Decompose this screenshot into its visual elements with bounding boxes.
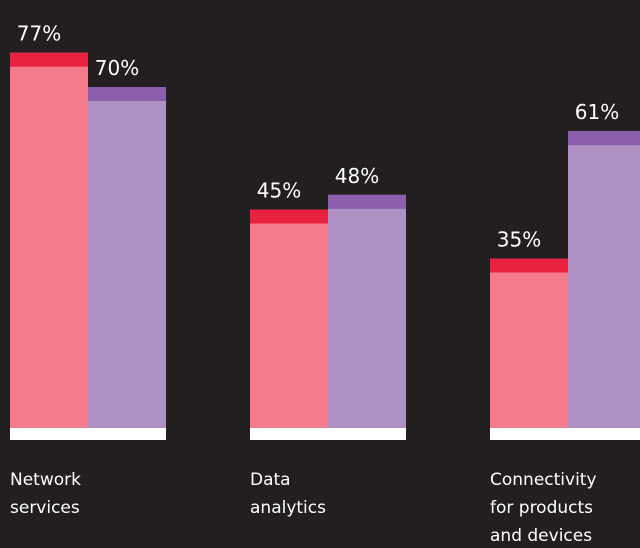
bar-cap [490, 258, 568, 273]
category-label: Network services [10, 470, 81, 518]
bar [88, 87, 166, 428]
value-label: 61% [575, 100, 619, 124]
bar [250, 209, 328, 428]
value-label: 70% [95, 56, 139, 80]
bar-cap [250, 209, 328, 224]
value-label: 35% [497, 228, 541, 252]
bar-cap [568, 131, 640, 146]
bar-cap [88, 87, 166, 101]
bar [328, 194, 406, 428]
bar [568, 131, 640, 428]
bar-cap [328, 194, 406, 209]
baseline-strip [250, 428, 406, 440]
category-label: Connectivity for products and devices [490, 470, 597, 546]
category-label: Data analytics [250, 470, 326, 518]
baseline-strip [10, 428, 166, 440]
value-label: 45% [257, 179, 301, 203]
baseline-strip [490, 428, 640, 440]
bar [490, 258, 568, 428]
bar-cap [10, 52, 88, 67]
value-label: 48% [335, 164, 379, 188]
bar [10, 52, 88, 428]
value-label: 77% [17, 22, 61, 46]
